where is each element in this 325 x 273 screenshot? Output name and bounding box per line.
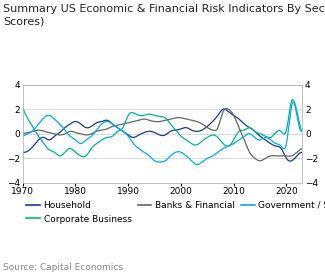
Corporate Business xyxy=(188,141,192,144)
Corporate Business xyxy=(156,115,160,118)
Government / Sovereign xyxy=(300,130,304,133)
Banks & Financial xyxy=(172,117,176,120)
Banks & Financial xyxy=(187,118,191,121)
Text: Summary US Economic & Financial Risk Indicators By Sector (Z
Scores): Summary US Economic & Financial Risk Ind… xyxy=(3,4,325,26)
Banks & Financial xyxy=(258,159,262,162)
Government / Sovereign xyxy=(155,160,159,164)
Banks & Financial xyxy=(295,151,299,154)
Household xyxy=(172,129,176,132)
Banks & Financial xyxy=(300,147,304,150)
Corporate Business xyxy=(173,127,176,130)
Corporate Business xyxy=(300,129,304,132)
Government / Sovereign xyxy=(195,163,199,166)
Household xyxy=(155,132,159,135)
Line: Household: Household xyxy=(23,109,302,161)
Government / Sovereign xyxy=(153,160,157,163)
Household xyxy=(187,127,191,130)
Corporate Business xyxy=(82,155,86,158)
Line: Corporate Business: Corporate Business xyxy=(23,100,302,157)
Banks & Financial xyxy=(155,120,159,123)
Household xyxy=(21,151,25,154)
Corporate Business xyxy=(251,127,254,131)
Legend: Household, Corporate Business, Banks & Financial, Government / Sovereign: Household, Corporate Business, Banks & F… xyxy=(23,197,325,227)
Household xyxy=(251,128,254,131)
Banks & Financial xyxy=(153,120,157,123)
Government / Sovereign xyxy=(295,109,299,112)
Banks & Financial xyxy=(21,132,25,135)
Line: Government / Sovereign: Government / Sovereign xyxy=(23,102,302,165)
Line: Banks & Financial: Banks & Financial xyxy=(23,108,302,161)
Text: Source: Capital Economics: Source: Capital Economics xyxy=(3,263,123,272)
Government / Sovereign xyxy=(172,152,176,155)
Household xyxy=(300,151,304,154)
Government / Sovereign xyxy=(291,100,295,103)
Corporate Business xyxy=(291,98,295,101)
Household xyxy=(222,107,226,111)
Corporate Business xyxy=(154,114,158,117)
Household xyxy=(153,131,157,135)
Household xyxy=(295,155,299,158)
Banks & Financial xyxy=(225,107,228,110)
Government / Sovereign xyxy=(251,134,254,137)
Corporate Business xyxy=(21,106,25,110)
Government / Sovereign xyxy=(187,157,191,160)
Government / Sovereign xyxy=(21,135,25,138)
Corporate Business xyxy=(295,112,299,115)
Household xyxy=(289,159,292,163)
Banks & Financial xyxy=(251,155,254,158)
